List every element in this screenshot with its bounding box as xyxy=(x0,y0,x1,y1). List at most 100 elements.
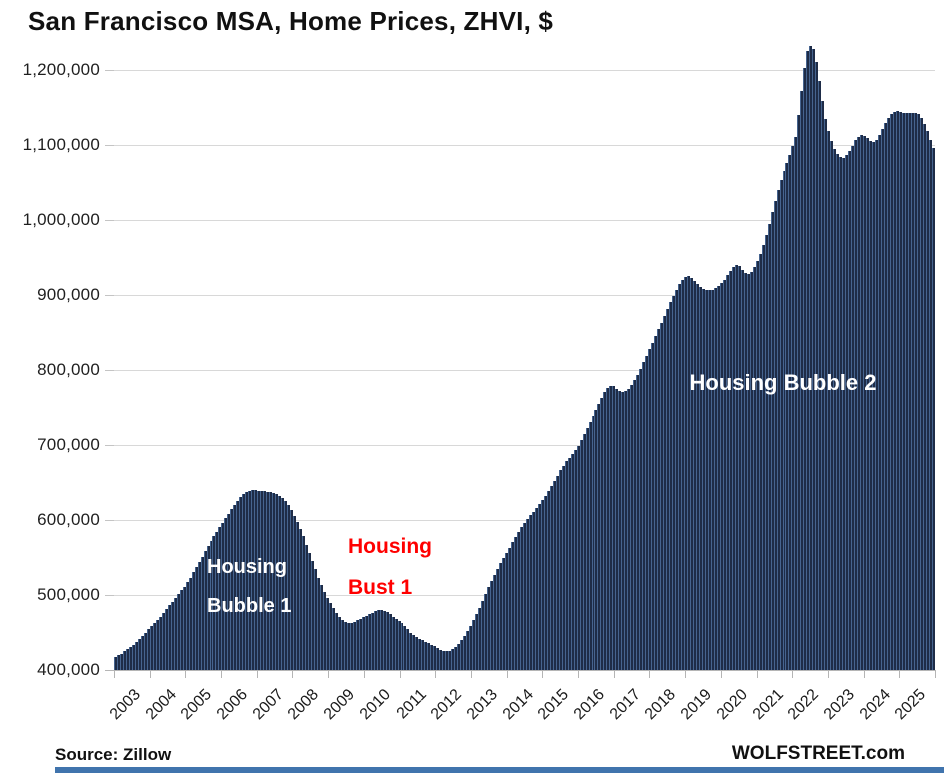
bar xyxy=(469,625,473,670)
bar xyxy=(642,362,646,670)
bar xyxy=(540,500,544,670)
x-axis-tick xyxy=(435,670,437,678)
x-axis-tick xyxy=(827,670,829,678)
bar xyxy=(152,623,156,670)
bar xyxy=(704,290,708,670)
x-axis-tick xyxy=(114,670,115,678)
bar xyxy=(809,45,813,670)
bar xyxy=(761,244,765,670)
bar xyxy=(197,561,201,670)
bar xyxy=(880,129,884,670)
bar xyxy=(305,544,308,670)
bar xyxy=(582,434,586,670)
bar xyxy=(266,492,270,670)
gridline xyxy=(114,294,935,296)
bar xyxy=(185,582,189,670)
bar xyxy=(448,650,452,670)
bar xyxy=(851,145,855,670)
bar xyxy=(328,603,332,670)
bar xyxy=(818,81,822,670)
bar xyxy=(839,156,843,670)
bar xyxy=(815,62,819,670)
annotation-line: Bubble 1 xyxy=(207,595,292,617)
bar xyxy=(875,139,878,670)
bar xyxy=(597,404,601,670)
bar xyxy=(146,629,150,670)
x-axis-tick xyxy=(720,670,722,678)
bar xyxy=(334,612,338,670)
bar xyxy=(221,522,225,670)
bar xyxy=(143,632,147,670)
bar xyxy=(525,519,529,670)
x-axis-tick xyxy=(792,670,794,678)
bar xyxy=(451,649,455,670)
bar xyxy=(770,212,774,670)
bar xyxy=(373,611,377,670)
bar xyxy=(618,390,622,670)
x-axis-tick xyxy=(221,670,223,678)
x-axis-tick xyxy=(649,670,651,678)
bar xyxy=(803,68,807,670)
bar xyxy=(594,410,598,670)
bar xyxy=(167,605,171,670)
bar xyxy=(310,561,314,670)
bar xyxy=(248,490,252,670)
bar xyxy=(155,620,159,670)
bar xyxy=(651,342,655,670)
x-axis-line xyxy=(105,670,936,671)
bar xyxy=(376,609,380,670)
bar xyxy=(493,574,496,670)
bar xyxy=(869,141,873,670)
bar xyxy=(528,515,532,670)
bar xyxy=(313,569,317,670)
bar xyxy=(812,48,816,670)
x-axis-tick xyxy=(863,670,865,678)
bar xyxy=(212,536,216,670)
bar xyxy=(215,531,219,670)
bar xyxy=(200,556,204,670)
y-axis-label: 800,000 xyxy=(37,359,100,379)
bar xyxy=(794,137,798,670)
bar xyxy=(122,651,126,670)
bar xyxy=(928,139,932,670)
bar xyxy=(254,489,258,670)
bar xyxy=(827,131,831,670)
source-credit: Source: Zillow xyxy=(55,745,172,764)
y-axis-label: 1,200,000 xyxy=(22,59,100,79)
bar xyxy=(555,475,559,670)
x-axis-tick xyxy=(256,670,258,678)
y-axis-tick xyxy=(105,594,114,596)
bar xyxy=(385,612,389,670)
gridline xyxy=(114,444,935,446)
bar xyxy=(382,610,386,670)
bar xyxy=(430,644,434,670)
bar xyxy=(302,536,305,670)
bar xyxy=(361,617,365,670)
y-axis-tick xyxy=(105,444,114,446)
bar xyxy=(743,273,747,670)
bar xyxy=(534,507,538,670)
bar xyxy=(367,614,371,670)
bar xyxy=(925,131,929,670)
bar xyxy=(672,295,676,670)
bar xyxy=(531,511,535,670)
bar xyxy=(478,607,482,670)
bar xyxy=(475,614,479,670)
bar xyxy=(585,428,589,670)
bar xyxy=(633,380,637,670)
bar xyxy=(519,527,523,670)
bar xyxy=(692,280,696,670)
bar xyxy=(161,612,165,670)
bar xyxy=(904,113,908,670)
bar xyxy=(872,141,876,670)
bar xyxy=(800,90,804,670)
bar xyxy=(898,111,902,670)
bar xyxy=(513,537,517,670)
bar xyxy=(498,563,502,670)
bar xyxy=(251,489,255,670)
bar xyxy=(883,123,887,670)
bar xyxy=(767,223,771,670)
bar xyxy=(788,154,792,670)
bar xyxy=(364,615,368,670)
